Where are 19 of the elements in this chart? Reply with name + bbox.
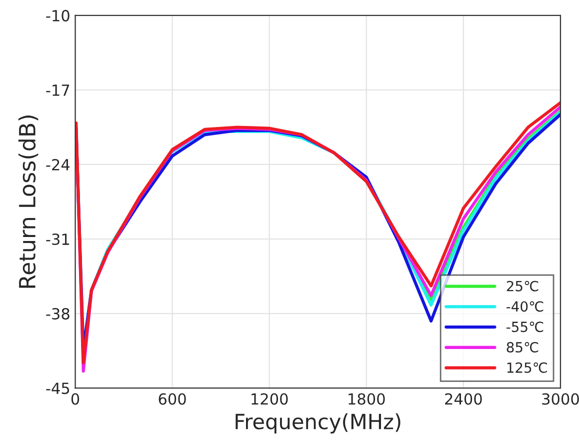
x-tick-label: 1800 (348, 393, 385, 405)
x-tick-label: 0 (71, 393, 80, 405)
legend-label: -40℃ (506, 301, 544, 312)
legend-label: 25℃ (506, 280, 538, 292)
legend-label: -55℃ (506, 322, 544, 332)
legend-label: 85℃ (506, 342, 538, 353)
y-tick-label: -31 (46, 233, 69, 246)
legend-label: 125℃ (507, 362, 547, 373)
y-tick-label: -10 (46, 10, 70, 22)
y-axis-title: Return Loss(dB) (18, 116, 38, 288)
y-tick-label: -17 (46, 84, 70, 96)
x-tick-label: 1200 (252, 393, 288, 405)
y-tick-label: -38 (46, 308, 70, 320)
x-tick-label: 600 (158, 393, 186, 405)
x-tick-label: 3000 (542, 393, 579, 405)
y-tick-label: -24 (46, 158, 70, 170)
x-tick-label: 2400 (445, 393, 482, 405)
y-tick-label: -45 (46, 382, 70, 394)
x-axis-title: Frequency(MHz) (236, 413, 400, 434)
